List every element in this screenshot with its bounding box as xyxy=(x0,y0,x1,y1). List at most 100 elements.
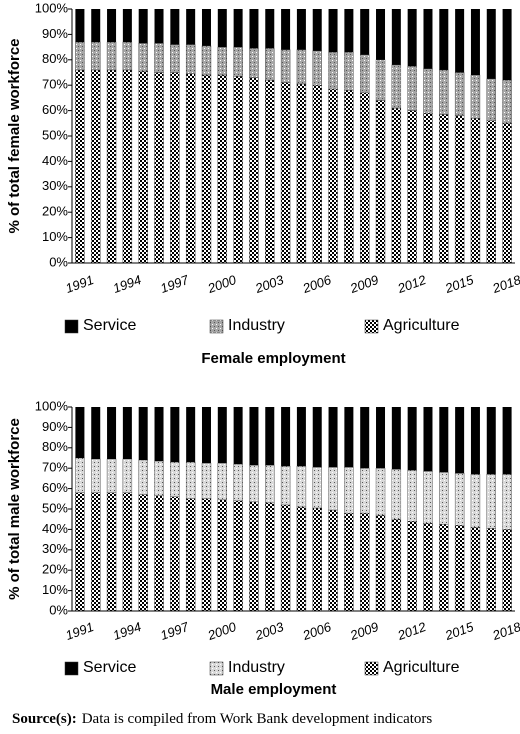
bar-segment xyxy=(122,9,132,43)
bar-segment xyxy=(217,74,228,264)
legend-label: Service xyxy=(83,317,136,334)
bar-segment xyxy=(122,69,133,264)
bar-segment xyxy=(249,9,259,49)
y-tick-label: 70% xyxy=(42,460,68,475)
bar-segment xyxy=(375,514,386,612)
bar-segment xyxy=(470,9,480,76)
bar-segment xyxy=(344,466,354,514)
bar-segment xyxy=(375,59,386,101)
bar-segment xyxy=(407,521,417,612)
bar-segment xyxy=(154,72,164,264)
legend-swatch xyxy=(364,319,379,334)
y-tick-label: 20% xyxy=(42,562,68,577)
bar-segment xyxy=(454,525,465,612)
bar-segment xyxy=(154,407,164,462)
bar-segment xyxy=(359,92,370,264)
bar-segment xyxy=(312,407,322,468)
bar-segment xyxy=(170,407,180,463)
y-tick-label: 50% xyxy=(42,500,68,515)
bar-segment xyxy=(391,407,401,470)
bar-segment xyxy=(233,500,243,612)
bar-segment xyxy=(391,107,402,264)
bar-segment xyxy=(344,90,354,264)
bar-segment xyxy=(376,9,386,60)
bar-segment xyxy=(249,501,259,612)
x-tick-label: 2003 xyxy=(252,619,286,644)
x-tick-label: 2000 xyxy=(205,272,239,297)
bar-segment xyxy=(454,473,465,526)
legend-label: Agriculture xyxy=(383,317,460,334)
bar-segment xyxy=(296,407,306,467)
x-tick-label: 1994 xyxy=(111,619,143,643)
y-tick-label: 30% xyxy=(42,541,68,556)
x-tick-label: 2003 xyxy=(252,272,286,297)
bar-segment xyxy=(185,73,196,264)
legend-label: Industry xyxy=(228,317,285,334)
bar-segment xyxy=(170,72,180,264)
bar-segment xyxy=(75,407,85,458)
bar-segment xyxy=(486,120,496,264)
bar-segment xyxy=(455,9,465,73)
bar-segment xyxy=(106,41,117,71)
bar-segment xyxy=(170,496,180,612)
bar-segment xyxy=(328,407,338,468)
bar-segment xyxy=(154,460,164,496)
bar-segment xyxy=(106,458,117,493)
bar-segment xyxy=(91,41,101,71)
bar-segment xyxy=(296,506,307,612)
y-tick-label: 60% xyxy=(42,480,68,495)
bar-segment xyxy=(122,492,133,612)
bar-segment xyxy=(439,524,449,612)
bar-segment xyxy=(375,100,386,264)
source: Source(s): Data is compiled from Work Ban… xyxy=(12,711,432,727)
bar-segment xyxy=(91,407,101,460)
y-tick-label: 90% xyxy=(42,419,68,434)
x-tick-label: 2009 xyxy=(347,272,380,296)
bar-segment xyxy=(170,9,180,45)
bar-segment xyxy=(312,507,322,612)
bar-segment xyxy=(296,9,306,50)
y-tick-label: 30% xyxy=(42,178,68,193)
bar-segment xyxy=(407,407,417,471)
bar-segment xyxy=(91,492,101,612)
bar-segment xyxy=(91,9,101,43)
bar-segment xyxy=(296,83,307,264)
source-label: Source(s): xyxy=(12,711,77,727)
bar-segment xyxy=(249,77,259,264)
bar-segment xyxy=(391,9,401,65)
bar-segment xyxy=(454,72,465,116)
bar-segment xyxy=(201,407,211,464)
y-axis-title: % of total female workforce xyxy=(6,38,23,233)
bar-segment xyxy=(107,407,117,460)
bar-segment xyxy=(375,468,386,516)
bar-segment xyxy=(344,51,354,91)
bar-segment xyxy=(201,9,211,46)
legend-label: Agriculture xyxy=(383,659,460,676)
x-tick-label: 1997 xyxy=(158,619,191,643)
bar-segment xyxy=(233,76,243,264)
bar-segment xyxy=(359,468,370,514)
x-tick-label: 2009 xyxy=(347,619,380,643)
bar-segment xyxy=(344,512,354,612)
bar-segment xyxy=(265,502,275,612)
bar-segment xyxy=(265,79,275,264)
bar-segment xyxy=(138,459,148,495)
bar-segment xyxy=(154,9,164,44)
bar-segment xyxy=(407,65,417,111)
bar-segment xyxy=(328,509,338,612)
bar-segment xyxy=(391,519,402,612)
y-tick-label: 0% xyxy=(49,602,68,617)
bar-segment xyxy=(233,46,243,77)
legend-label: Service xyxy=(83,659,136,676)
bar-segment xyxy=(75,41,85,71)
bar-segment xyxy=(170,461,180,497)
x-tick-label: 1997 xyxy=(158,272,191,296)
bar-segment xyxy=(107,9,117,43)
bar-segment xyxy=(470,118,481,264)
bar-segment xyxy=(138,71,148,264)
x-tick-label: 2018 xyxy=(490,619,520,644)
x-tick-label: 2012 xyxy=(395,272,429,297)
bar-segment xyxy=(439,114,449,264)
bar-segment xyxy=(138,43,148,72)
